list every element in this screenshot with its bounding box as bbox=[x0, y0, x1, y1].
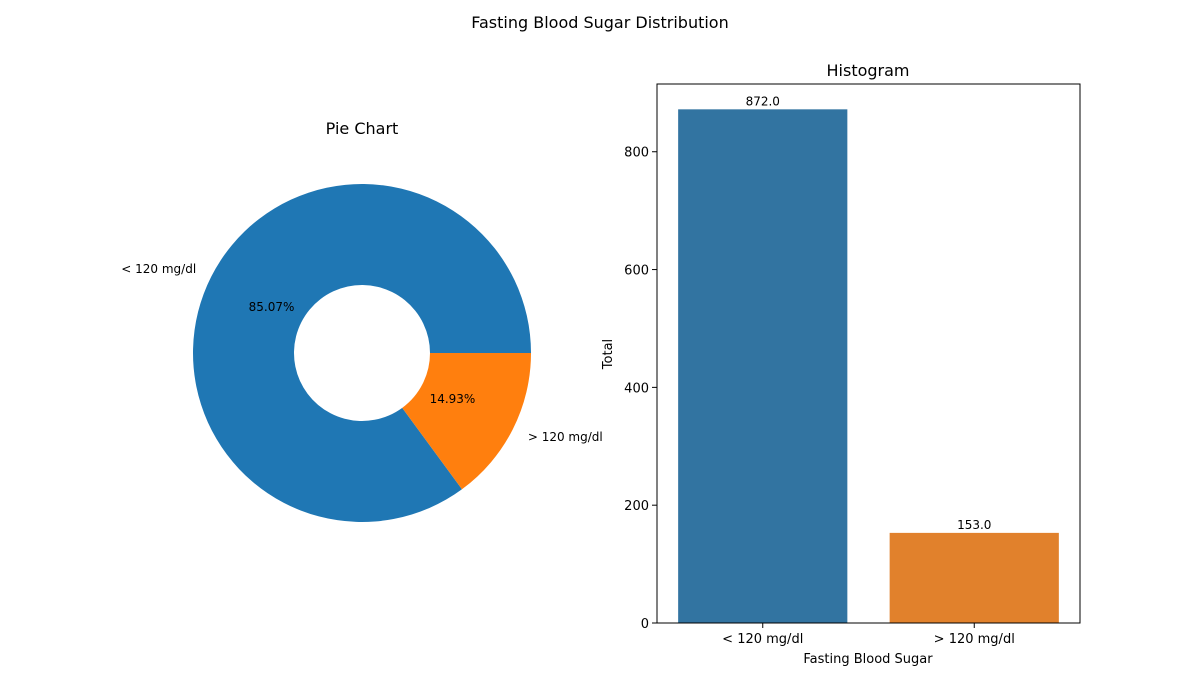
pie-label-1: > 120 mg/dl bbox=[528, 430, 603, 444]
pie-slices bbox=[193, 183, 532, 522]
y-axis-ticks: 0 200 400 600 800 bbox=[624, 146, 657, 632]
y-tick-label-2: 400 bbox=[624, 381, 649, 396]
bar-chart: Histogram 0 200 400 600 800 < 120 mg/dl > 120… bbox=[601, 61, 1081, 667]
pie-chart-title: Pie Chart bbox=[326, 119, 399, 138]
pie-percent-label-1: 14.93% bbox=[430, 392, 476, 406]
pie-slice-1 bbox=[402, 353, 531, 490]
x-tick-label-1: > 120 mg/dl bbox=[934, 632, 1015, 647]
pie-slice-0 bbox=[193, 183, 532, 522]
y-tick-label-4: 800 bbox=[624, 146, 649, 161]
bar-1 bbox=[889, 532, 1059, 623]
plot-frame bbox=[656, 83, 1081, 624]
bar-0 bbox=[678, 109, 848, 623]
pie-label-0: < 120 mg/dl bbox=[121, 262, 196, 276]
x-tick-label-0: < 120 mg/dl bbox=[722, 632, 803, 647]
figure-title: Fasting Blood Sugar Distribution bbox=[471, 13, 728, 32]
y-tick-label-0: 0 bbox=[641, 617, 649, 632]
pie-labels: < 120 mg/dl 85.07% > 120 mg/dl 14.93% bbox=[121, 262, 602, 444]
bar-chart-title: Histogram bbox=[827, 61, 910, 80]
x-axis-label: Fasting Blood Sugar bbox=[803, 652, 933, 667]
y-axis-label: Total bbox=[601, 339, 616, 370]
x-axis-ticks: < 120 mg/dl > 120 mg/dl bbox=[722, 623, 1015, 647]
bar-value-label-1: 153.0 bbox=[957, 518, 991, 532]
bar-value-labels: 872.0 153.0 bbox=[746, 94, 992, 532]
bar-marks bbox=[678, 109, 1059, 623]
bar-value-label-0: 872.0 bbox=[746, 94, 780, 108]
pie-percent-label-0: 85.07% bbox=[249, 300, 295, 314]
y-tick-label-1: 200 bbox=[624, 499, 649, 514]
pie-chart: Pie Chart < 120 mg/dl 85.07% > 120 mg/dl 14… bbox=[121, 119, 603, 522]
y-tick-label-3: 600 bbox=[624, 264, 649, 279]
